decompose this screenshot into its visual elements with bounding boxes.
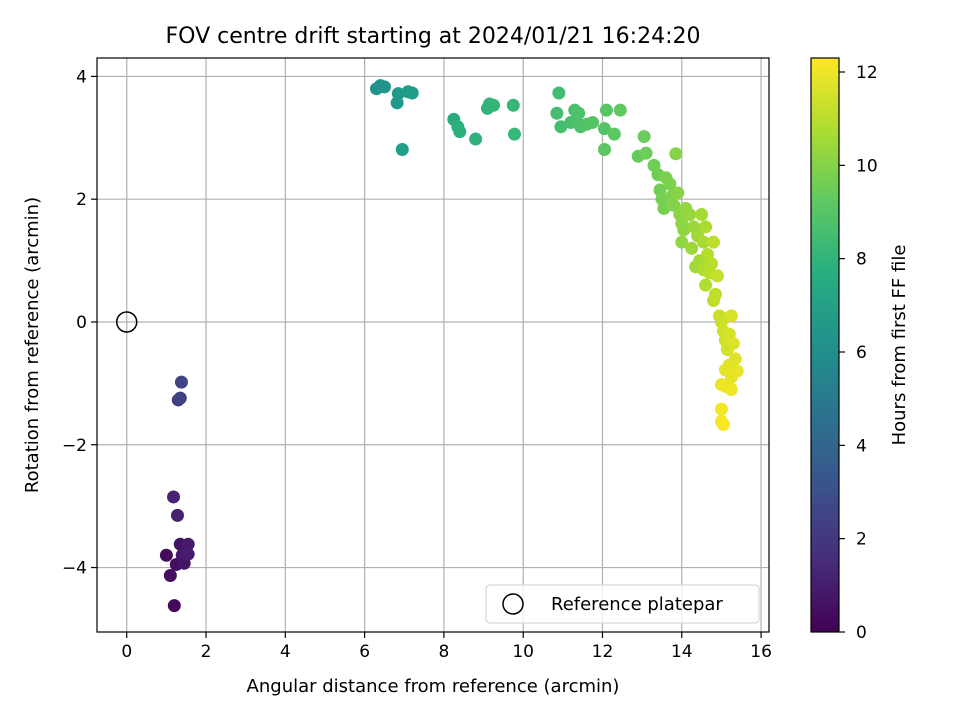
y-axis-ticks: −4 −2 0 2 4 — [62, 67, 97, 579]
data-point — [586, 115, 600, 129]
x-tick-label: 16 — [750, 642, 772, 662]
data-point — [506, 98, 520, 112]
data-point — [706, 235, 720, 249]
data-point — [163, 569, 177, 583]
data-point — [159, 548, 173, 562]
data-point — [550, 106, 564, 120]
data-point — [572, 106, 586, 120]
data-point — [554, 120, 568, 134]
colorbar-label: Hours from first FF file — [889, 245, 910, 446]
data-point — [697, 235, 711, 249]
legend-label: Reference platepar — [551, 594, 723, 615]
data-point — [174, 375, 188, 389]
x-tick-label: 14 — [671, 642, 693, 662]
x-tick-label: 12 — [592, 642, 614, 662]
colorbar-frame — [810, 57, 840, 633]
data-point — [173, 391, 187, 405]
data-point — [486, 98, 500, 112]
data-point — [453, 125, 467, 139]
data-point — [705, 257, 719, 271]
data-point — [677, 223, 691, 237]
x-tick-label: 4 — [280, 642, 291, 662]
data-point — [730, 364, 744, 378]
x-axis-label: Angular distance from reference (arcmin) — [247, 676, 620, 697]
colorbar-tick-label: 8 — [856, 250, 867, 270]
x-tick-label: 8 — [438, 642, 449, 662]
x-tick-label: 10 — [512, 642, 534, 662]
colorbar-tick-label: 4 — [856, 436, 867, 456]
data-point — [724, 383, 738, 397]
data-point — [607, 127, 621, 141]
y-tick-label: −2 — [62, 436, 87, 456]
data-point — [699, 220, 713, 234]
data-point — [663, 177, 677, 191]
data-point — [657, 201, 671, 215]
legend-marker — [502, 593, 524, 615]
data-point — [599, 103, 613, 117]
y-tick-label: 0 — [76, 313, 87, 333]
legend: Reference platepar — [485, 584, 760, 624]
colorbar-gradient — [811, 58, 839, 632]
plot-frame — [96, 57, 770, 633]
data-point — [685, 241, 699, 255]
data-point — [726, 336, 740, 350]
reference-marker — [115, 311, 138, 333]
x-tick-label: 0 — [121, 642, 132, 662]
data-point — [507, 127, 521, 141]
data-point — [405, 86, 419, 100]
colorbar-tick-label: 10 — [856, 156, 878, 176]
colorbar-tick-label: 12 — [856, 63, 878, 83]
x-tick-label: 2 — [201, 642, 212, 662]
data-point — [695, 208, 709, 222]
data-point — [683, 208, 697, 222]
data-point — [469, 132, 483, 146]
data-point — [390, 96, 404, 110]
data-point — [671, 186, 685, 200]
data-point — [724, 309, 738, 323]
chart-title: FOV centre drift starting at 2024/01/21 … — [166, 24, 701, 49]
data-point — [181, 547, 195, 561]
colorbar: 0 2 4 6 8 10 12 Hours from first FF file — [810, 57, 910, 643]
data-point — [710, 269, 724, 283]
data-point — [395, 142, 409, 156]
data-point — [597, 122, 611, 136]
data-point — [167, 490, 181, 504]
data-point — [716, 418, 730, 432]
colorbar-tick-label: 2 — [856, 530, 867, 550]
data-point — [669, 147, 683, 161]
x-axis-ticks: 0 2 4 6 8 10 12 14 16 — [121, 632, 772, 662]
data-point — [170, 508, 184, 522]
data-point — [377, 80, 391, 94]
data-point — [181, 537, 195, 551]
legend-box — [485, 584, 760, 624]
data-point — [552, 86, 566, 100]
x-tick-label: 6 — [359, 642, 370, 662]
data-point — [667, 198, 681, 212]
scatter-points — [159, 79, 744, 613]
colorbar-ticks: 0 2 4 6 8 10 12 — [839, 63, 878, 643]
data-point — [699, 278, 713, 292]
data-point — [597, 142, 611, 156]
data-point — [714, 402, 728, 416]
data-point — [613, 103, 627, 117]
data-point — [639, 146, 653, 160]
y-tick-label: 4 — [76, 67, 87, 87]
y-tick-label: 2 — [76, 190, 87, 210]
data-point — [637, 130, 651, 144]
colorbar-tick-label: 6 — [856, 343, 867, 363]
y-tick-label: −4 — [62, 559, 87, 579]
y-axis-label: Rotation from reference (arcmin) — [22, 197, 43, 493]
data-point — [675, 235, 689, 249]
data-point — [706, 293, 720, 307]
data-point — [167, 599, 181, 613]
colorbar-tick-label: 0 — [856, 623, 867, 643]
